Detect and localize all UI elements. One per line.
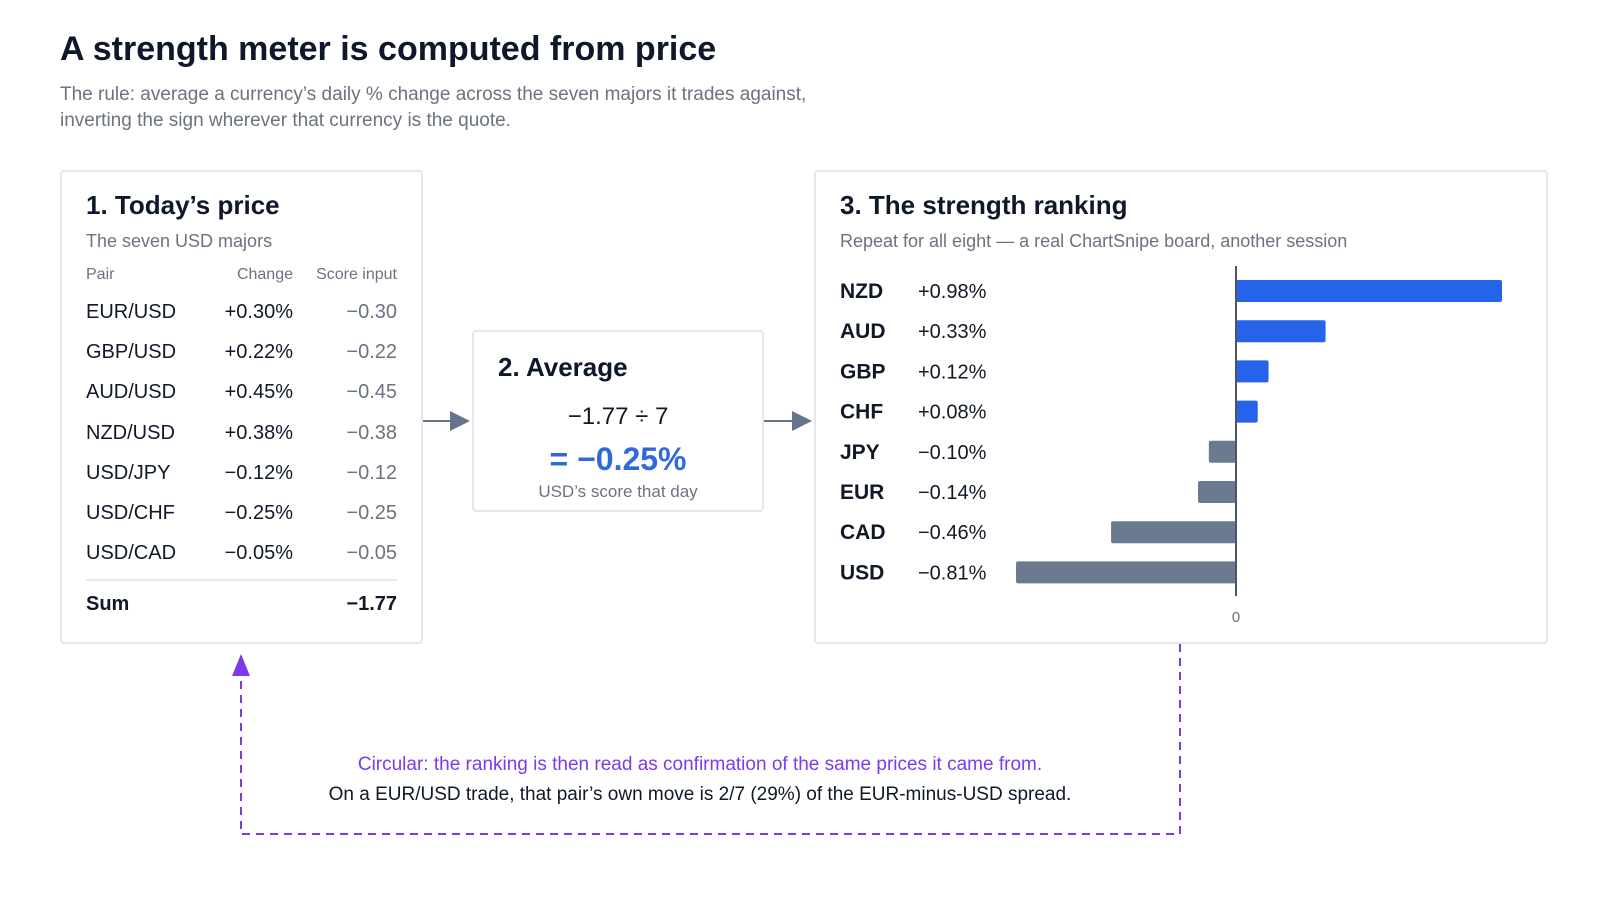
subtitle-line-1: The rule: average a currency’s daily % c… (60, 84, 807, 105)
currency-label: NZD (840, 280, 883, 303)
pair-cell: USD/JPY (86, 461, 171, 484)
sum-row: Sum −1.77 (86, 581, 397, 625)
strength-value-label: −0.81% (918, 562, 987, 584)
strength-value-label: −0.14% (918, 482, 987, 504)
feedback-loop-arrowhead (232, 654, 250, 676)
spread-note: On a EUR/USD trade, that pair’s own move… (328, 784, 1072, 805)
change-cell: −0.12% (224, 461, 293, 484)
pair-cell: EUR/USD (86, 301, 177, 323)
page-subtitle: The rule: average a currency’s daily % c… (60, 82, 900, 134)
average-result: = −0.25% (549, 441, 687, 477)
score-cell: −0.45 (346, 381, 397, 404)
ranking-card-title: 3. The strength ranking (840, 190, 1128, 220)
currency-label: CHF (840, 401, 883, 424)
table-row: NZD/USD +0.38% −0.38 (86, 413, 397, 453)
strength-bar (1208, 440, 1236, 463)
score-cell: −0.30 (346, 301, 397, 323)
column-header-pair: Pair (86, 266, 115, 283)
price-card-subtitle: The seven USD majors (86, 231, 273, 251)
change-cell: +0.45% (224, 381, 293, 404)
strength-bar (1236, 360, 1269, 383)
strength-value-label: +0.12% (918, 361, 987, 383)
circular-note: Circular: the ranking is then read as co… (357, 754, 1043, 775)
pair-cell: USD/CHF (86, 501, 175, 524)
score-cell: −0.38 (346, 421, 397, 444)
strength-value-label: +0.98% (918, 281, 987, 303)
ranking-card-subtitle: Repeat for all eight — a real ChartSnipe… (840, 231, 1348, 251)
table-row: USD/CHF −0.25% −0.25 (86, 493, 397, 533)
strength-value-label: −0.46% (918, 522, 987, 544)
change-cell: −0.05% (224, 542, 293, 565)
zero-tick-label: 0 (1232, 609, 1240, 626)
table-row: USD/JPY −0.12% −0.12 (86, 453, 397, 493)
price-card-title: 1. Today’s price (86, 190, 280, 220)
strength-value-label: −0.10% (918, 442, 987, 464)
strength-bar (1197, 481, 1236, 503)
strength-bar (1236, 280, 1502, 302)
change-cell: +0.22% (224, 341, 293, 364)
score-cell: −0.05 (346, 542, 397, 565)
change-cell: −0.25% (224, 501, 293, 524)
column-header-change: Change (236, 266, 293, 283)
strength-bar (1236, 400, 1258, 423)
strength-value-label: +0.33% (918, 321, 987, 343)
average-formula: −1.77 ÷ 7 (567, 403, 669, 430)
currency-label: AUD (840, 320, 886, 343)
pair-cell: NZD/USD (86, 421, 175, 444)
currency-label: JPY (840, 441, 880, 464)
strength-value-label: +0.08% (918, 402, 987, 424)
subtitle-line-2: inverting the sign wherever that currenc… (60, 110, 511, 131)
sum-label: Sum (86, 593, 130, 616)
strength-ranking-chart: NZD +0.98% AUD +0.33% GBP +0.12% CHF +0.08% JPY −… (840, 266, 1502, 626)
strength-bar (1016, 561, 1236, 584)
strength-bar (1236, 320, 1326, 343)
currency-label: GBP (840, 360, 886, 383)
average-card: 2. Average −1.77 ÷ 7 = −0.25% USD’s scor… (472, 330, 764, 512)
price-card: 1. Today’s price The seven USD majors Pa… (60, 170, 423, 644)
average-card-title: 2. Average (498, 352, 628, 382)
currency-label: CAD (840, 521, 886, 544)
change-cell: +0.38% (224, 421, 293, 444)
currency-label: EUR (840, 481, 884, 504)
strength-bar (1111, 521, 1236, 544)
table-row: GBP/USD +0.22% −0.22 (86, 332, 397, 372)
score-cell: −0.12 (346, 461, 397, 484)
table-row: USD/CAD −0.05% −0.05 (86, 533, 397, 573)
pair-cell: USD/CAD (86, 542, 177, 565)
table-row: AUD/USD +0.45% −0.45 (86, 372, 397, 412)
change-cell: +0.30% (224, 301, 293, 323)
score-cell: −0.22 (346, 341, 397, 364)
column-header-score: Score input (316, 266, 397, 283)
score-cell: −0.25 (346, 501, 397, 524)
table-row: EUR/USD +0.30% −0.30 (86, 292, 397, 332)
price-table-header: Pair Change Score input (86, 266, 397, 288)
pair-cell: AUD/USD (86, 381, 177, 404)
currency-label: USD (840, 561, 884, 584)
price-table-body: EUR/USD +0.30% −0.30 GBP/USD +0.22% −0.2… (86, 292, 397, 573)
average-caption: USD’s score that day (538, 482, 698, 501)
pair-cell: GBP/USD (86, 341, 177, 364)
sum-divider (86, 579, 397, 582)
feedback-loop-path (240, 644, 1181, 835)
ranking-card: NZD +0.98% AUD +0.33% GBP +0.12% CHF +0.08% JPY −… (814, 170, 1548, 644)
page-title: A strength meter is computed from price (60, 30, 717, 68)
sum-value: −1.77 (346, 593, 397, 616)
